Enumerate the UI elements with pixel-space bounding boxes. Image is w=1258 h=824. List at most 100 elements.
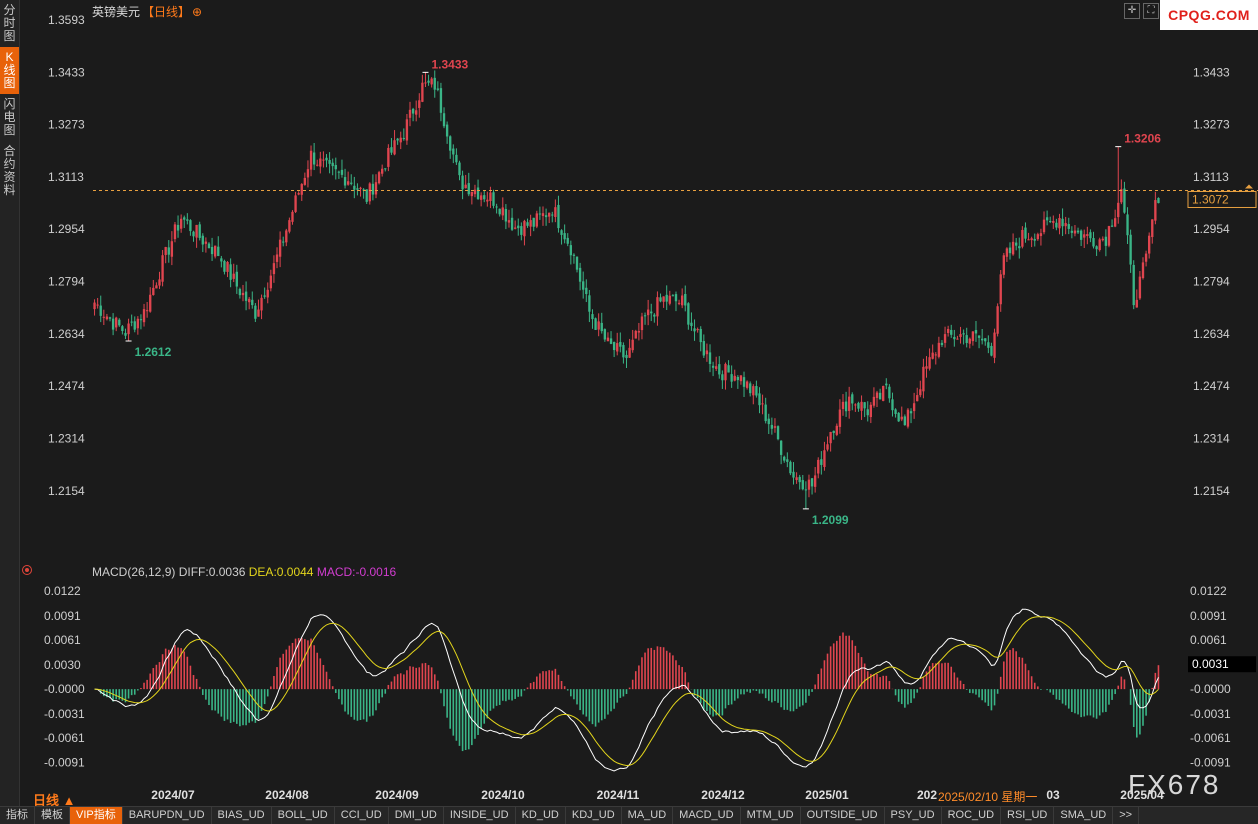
macd-tick-right: -0.0000 bbox=[1190, 682, 1231, 696]
candle-body bbox=[1120, 189, 1123, 203]
candle-body bbox=[241, 292, 245, 296]
indicator-tab-7[interactable]: DMI_UD bbox=[389, 807, 444, 824]
candle-body bbox=[164, 247, 167, 255]
indicator-tab-2[interactable]: VIP指标 bbox=[70, 807, 123, 824]
indicator-tab-1[interactable]: 模板 bbox=[35, 807, 70, 824]
candle-body bbox=[229, 264, 232, 280]
indicator-tab-9[interactable]: KD_UD bbox=[516, 807, 566, 824]
candle-body bbox=[489, 192, 492, 201]
candle-body bbox=[343, 177, 347, 186]
candle-body bbox=[560, 230, 563, 235]
candle-body bbox=[139, 319, 143, 321]
crosshair-icon[interactable]: ✛ bbox=[1124, 3, 1140, 19]
candle-body bbox=[99, 305, 102, 316]
candle-body bbox=[1039, 233, 1043, 237]
indicator-tab-3[interactable]: BARUPDN_UD bbox=[123, 807, 212, 824]
indicator-tab-11[interactable]: MA_UD bbox=[622, 807, 674, 824]
candle-body bbox=[127, 323, 130, 335]
candle-body bbox=[121, 326, 124, 331]
price-tick-left: 1.2154 bbox=[48, 484, 85, 498]
candle-body bbox=[257, 309, 260, 317]
candle-body bbox=[597, 321, 600, 330]
candle-body bbox=[510, 217, 514, 230]
date-label: 2025/01 bbox=[805, 788, 849, 802]
candle-body bbox=[254, 305, 257, 319]
candle-body bbox=[677, 302, 681, 304]
indicator-tab-4[interactable]: BIAS_UD bbox=[212, 807, 272, 824]
candle-body bbox=[1030, 238, 1033, 241]
candle-body bbox=[538, 213, 542, 215]
candle-body bbox=[1095, 246, 1098, 250]
macd-settings-icon[interactable] bbox=[22, 565, 32, 575]
candle-body bbox=[1144, 253, 1148, 262]
price-tick-left: 1.2794 bbox=[48, 274, 85, 288]
candle-body bbox=[606, 337, 610, 342]
indicator-tab-8[interactable]: INSIDE_UD bbox=[444, 807, 516, 824]
candle-body bbox=[504, 209, 508, 222]
candle-body bbox=[693, 328, 696, 332]
candle-body bbox=[449, 136, 452, 151]
candle-body bbox=[999, 274, 1002, 305]
indicator-tab-6[interactable]: CCI_UD bbox=[335, 807, 389, 824]
indicator-tab-17[interactable]: RSI_UD bbox=[1001, 807, 1055, 824]
candle-body bbox=[783, 456, 786, 461]
candle-body bbox=[612, 342, 616, 351]
indicator-tab-10[interactable]: KDJ_UD bbox=[566, 807, 622, 824]
chart-canvas[interactable]: 1.3593 1.3433 1.3433 1.3273 1.3273 1.3113 1.31… bbox=[0, 0, 1258, 806]
sidebar-item-2[interactable]: 闪电图 bbox=[3, 97, 16, 137]
candle-body bbox=[996, 306, 999, 334]
indicator-tab-0[interactable]: 指标 bbox=[0, 807, 35, 824]
date-label: 202 bbox=[917, 788, 937, 802]
indicator-tab-5[interactable]: BOLL_UD bbox=[272, 807, 335, 824]
candle-body bbox=[152, 287, 155, 295]
candle-body bbox=[340, 169, 344, 175]
candle-body bbox=[1064, 223, 1067, 227]
candle-body bbox=[622, 345, 625, 358]
candle-body bbox=[105, 316, 109, 320]
candle-body bbox=[588, 295, 591, 312]
candle-body bbox=[263, 295, 266, 297]
candle-body bbox=[235, 271, 238, 287]
candle-body bbox=[232, 273, 235, 279]
indicator-tab-14[interactable]: OUTSIDE_UD bbox=[801, 807, 885, 824]
add-indicator-icon[interactable]: ⊕ bbox=[192, 5, 203, 19]
candle-body bbox=[427, 80, 430, 83]
indicator-tab-19[interactable]: >> bbox=[1113, 807, 1140, 824]
candle-body bbox=[1024, 227, 1027, 239]
bottom-period-selector[interactable]: 日线 ▲ bbox=[33, 793, 76, 808]
candle-body bbox=[396, 138, 399, 141]
candle-body bbox=[804, 489, 808, 491]
sidebar-item-3[interactable]: 合约资料 bbox=[3, 144, 16, 197]
candle-body bbox=[684, 294, 687, 306]
candle-body bbox=[319, 158, 322, 167]
candle-body bbox=[192, 231, 195, 237]
indicator-tab-18[interactable]: SMA_UD bbox=[1054, 807, 1114, 824]
candle-body bbox=[269, 275, 273, 289]
period-label[interactable]: 【日线】 bbox=[142, 5, 191, 19]
site-logo: CPQG.COM bbox=[1160, 0, 1258, 30]
candle-body bbox=[393, 140, 396, 155]
candle-body bbox=[325, 157, 328, 161]
sidebar-item-0[interactable]: 分时图 bbox=[3, 3, 16, 43]
indicator-tab-16[interactable]: ROC_UD bbox=[942, 807, 1002, 824]
expand-icon[interactable]: ⛶ bbox=[1143, 3, 1159, 19]
macd-current-box bbox=[1188, 656, 1256, 673]
price-tick-left: 1.3273 bbox=[48, 118, 85, 132]
candle-body bbox=[517, 225, 520, 229]
macd-tick-right: -0.0091 bbox=[1190, 755, 1231, 769]
candle-body bbox=[594, 318, 597, 330]
price-tick-right: 1.2474 bbox=[1193, 379, 1230, 393]
candle-body bbox=[535, 213, 538, 227]
candle-body bbox=[724, 363, 727, 381]
indicator-tab-12[interactable]: MACD_UD bbox=[673, 807, 741, 824]
candle-body bbox=[829, 431, 832, 444]
candle-body bbox=[600, 322, 603, 332]
indicator-tab-15[interactable]: PSY_UD bbox=[885, 807, 942, 824]
price-tick-left: 1.3433 bbox=[48, 65, 85, 79]
candle-body bbox=[761, 403, 764, 405]
candle-body bbox=[786, 459, 789, 462]
macd-tick-left: 0.0061 bbox=[44, 633, 81, 647]
candle-body bbox=[1070, 230, 1074, 233]
indicator-tab-13[interactable]: MTM_UD bbox=[741, 807, 801, 824]
